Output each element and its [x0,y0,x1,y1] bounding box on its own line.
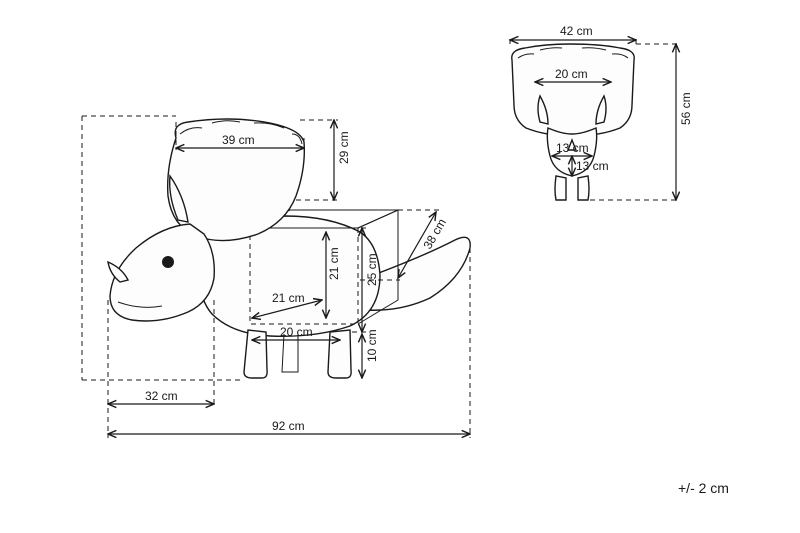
dim-front-height: 56 cm [679,92,693,125]
dim-frill-w: 39 cm [222,133,255,147]
dim-front-width: 42 cm [560,24,593,38]
diagram-stage: 42 cm 56 cm 20 cm 13 cm 13 cm [0,0,800,533]
front-view: 42 cm 56 cm 20 cm 13 cm 13 cm [510,24,693,200]
diagram-svg: 42 cm 56 cm 20 cm 13 cm 13 cm [0,0,800,533]
dim-total-length: 92 cm [272,419,305,433]
dim-front-face-w: 13 cm [556,141,589,155]
dim-head-depth: 32 cm [145,389,178,403]
dim-front-face-h: 13 cm [576,159,609,173]
dim-front-frill-inner: 20 cm [555,67,588,81]
dim-frill-h: 29 cm [337,131,351,164]
dim-seat-25: 25 cm [365,253,379,286]
dim-seat-20: 20 cm [280,325,313,339]
dim-storage-21: 21 cm [327,247,341,280]
dim-seat-21: 21 cm [272,291,305,305]
dim-leg-10: 10 cm [365,329,379,362]
tolerance-note: +/- 2 cm [678,480,729,496]
side-view: 39 cm 29 cm 32 cm 92 cm 21 cm 20 cm 21 c… [82,116,470,438]
